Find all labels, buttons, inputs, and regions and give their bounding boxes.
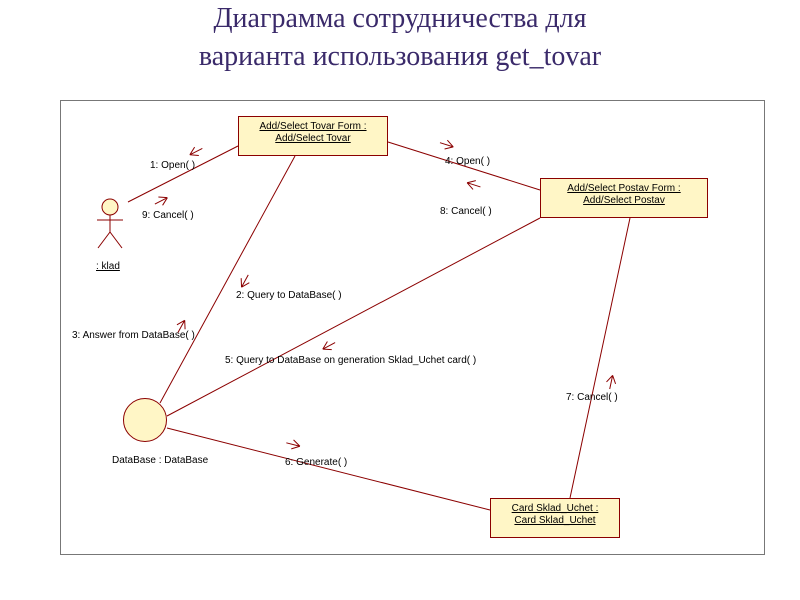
message-3: 3: Answer from DataBase( ) bbox=[72, 330, 195, 341]
node-tovar-line2: Add/Select Tovar bbox=[245, 133, 381, 145]
message-9: 9: Cancel( ) bbox=[142, 210, 194, 221]
node-tovar-line1: Add/Select Tovar Form : bbox=[245, 121, 381, 133]
title-line2: варианта использования get_tovar bbox=[199, 41, 601, 72]
message-1: 1: Open( ) bbox=[150, 160, 195, 171]
node-database bbox=[123, 398, 167, 442]
message-6: 6: Generate( ) bbox=[285, 457, 347, 468]
node-card-line2: Card Sklad_Uchet bbox=[497, 515, 613, 527]
actor-label: : klad bbox=[96, 261, 120, 272]
page-title: Диаграмма сотрудничества для варианта ис… bbox=[30, 0, 770, 76]
title-line1: Диаграмма сотрудничества для bbox=[213, 3, 586, 34]
message-7: 7: Cancel( ) bbox=[566, 392, 618, 403]
stick-figure-icon bbox=[95, 198, 125, 250]
node-card-sklad: Card Sklad_Uchet : Card Sklad_Uchet bbox=[490, 498, 620, 538]
actor-klad bbox=[95, 198, 125, 255]
node-postav-form: Add/Select Postav Form : Add/Select Post… bbox=[540, 178, 708, 218]
node-postav-line1: Add/Select Postav Form : bbox=[547, 183, 701, 195]
database-label: DataBase : DataBase bbox=[112, 455, 208, 466]
message-5: 5: Query to DataBase on generation Sklad… bbox=[225, 355, 476, 366]
node-tovar-form: Add/Select Tovar Form : Add/Select Tovar bbox=[238, 116, 388, 156]
message-4: 4: Open( ) bbox=[445, 156, 490, 167]
node-postav-line2: Add/Select Postav bbox=[547, 195, 701, 207]
message-8: 8: Cancel( ) bbox=[440, 206, 492, 217]
node-card-line1: Card Sklad_Uchet : bbox=[497, 503, 613, 515]
message-2: 2: Query to DataBase( ) bbox=[236, 290, 342, 301]
